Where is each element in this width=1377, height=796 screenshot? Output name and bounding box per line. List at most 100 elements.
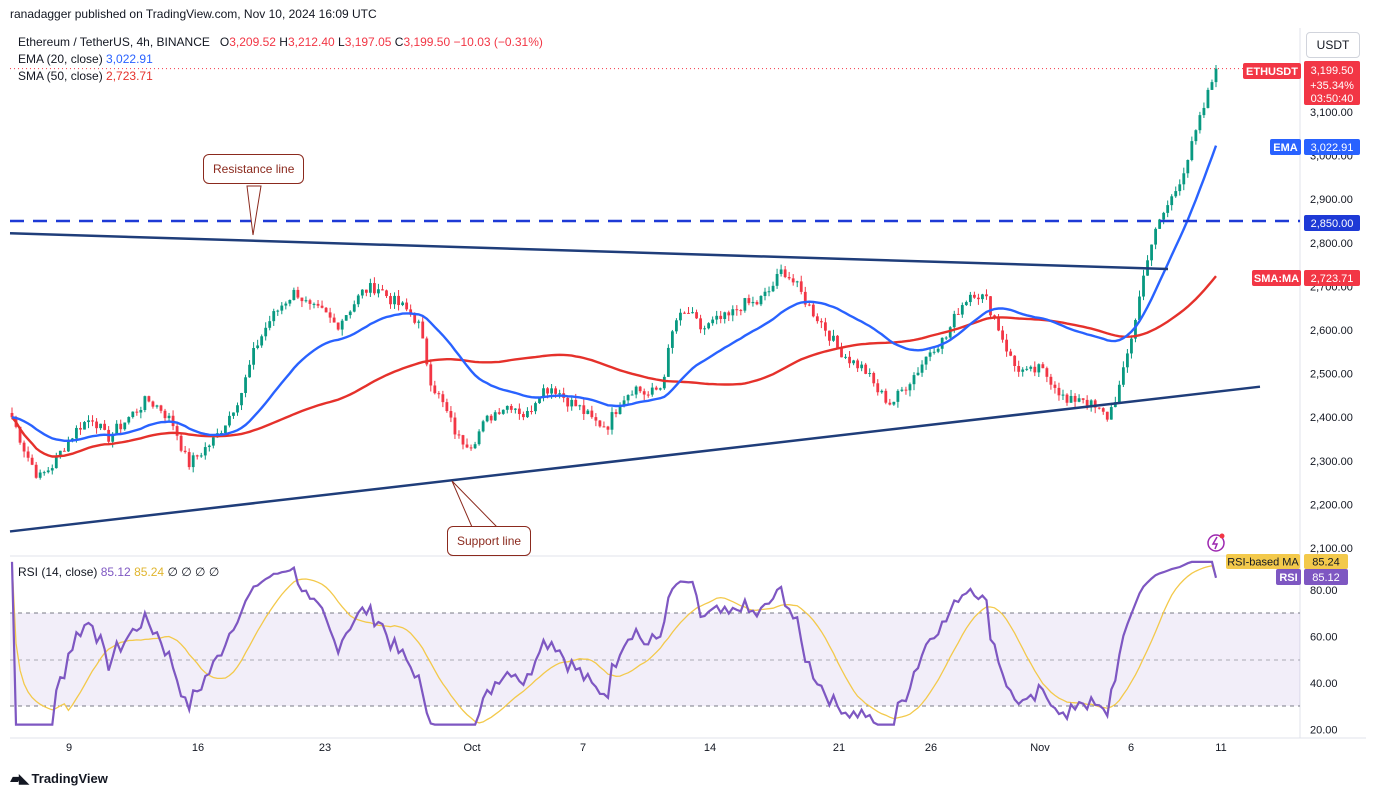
candle — [1210, 79, 1214, 90]
candle — [389, 292, 392, 309]
time-axis[interactable]: 9 16 23 Oct 7 14 21 26 Nov 6 11 — [66, 742, 1227, 754]
candle — [308, 298, 312, 310]
candle — [417, 319, 421, 329]
candle — [501, 409, 505, 415]
candle — [312, 302, 316, 309]
price-tick-label: 2,200.00 — [1310, 499, 1353, 511]
candle — [848, 351, 851, 368]
candle — [860, 361, 864, 372]
candle — [739, 308, 743, 316]
close-value: 3,199.50 — [403, 35, 451, 49]
candle — [1202, 102, 1206, 118]
time-tick-label: 14 — [704, 742, 716, 754]
candle — [594, 413, 598, 427]
low-value: 3,197.05 — [344, 35, 392, 49]
candle — [864, 362, 868, 375]
candle — [316, 300, 320, 309]
rsi-axis[interactable]: 20.00 40.00 60.00 80.00 — [1310, 585, 1338, 737]
candle — [183, 445, 187, 454]
candle — [570, 395, 574, 411]
symbol-tag: ETHUSDT — [1243, 63, 1301, 79]
candle — [590, 405, 594, 419]
time-tick-label: 11 — [1215, 742, 1226, 754]
candle — [1130, 335, 1133, 359]
support-annotation[interactable]: Support line — [447, 526, 532, 556]
sma-legend[interactable]: SMA (50, close) 2,723.71 — [18, 68, 543, 85]
candle — [670, 329, 674, 354]
candle — [139, 406, 143, 419]
candle — [695, 309, 698, 320]
candle — [650, 382, 654, 397]
tradingview-footer[interactable]: ▰◣ TradingView — [10, 770, 108, 787]
ema-legend[interactable]: EMA (20, close) 3,022.91 — [18, 51, 543, 68]
candle — [888, 398, 892, 406]
candle — [679, 308, 682, 326]
resistance-annotation[interactable]: Resistance line — [203, 154, 305, 184]
candle — [783, 266, 787, 279]
candle — [759, 295, 763, 307]
svg-text:ETHUSDT: ETHUSDT — [1246, 66, 1298, 78]
candle — [824, 317, 827, 337]
candle — [167, 412, 171, 422]
price-axis[interactable]: 2,100.00 2,200.00 2,300.00 2,400.00 2,500.00… — [1310, 107, 1353, 555]
candle — [83, 421, 86, 430]
resistance-trendline[interactable] — [9, 231, 1169, 271]
candle — [385, 289, 388, 299]
candle — [1126, 349, 1129, 373]
currency-button[interactable]: USDT — [1306, 32, 1360, 58]
price-tick-label: 2,600.00 — [1310, 325, 1353, 337]
candle — [1105, 411, 1109, 422]
candle — [727, 310, 731, 322]
ema-legend-value: 3,022.91 — [106, 52, 153, 66]
candle — [288, 299, 292, 307]
support-pointer — [451, 480, 499, 528]
candles-layer — [10, 65, 1218, 480]
candle — [437, 391, 441, 399]
candle — [449, 406, 453, 423]
candle — [836, 335, 839, 348]
candle — [1021, 367, 1025, 377]
candle — [598, 419, 602, 428]
price-tick-label: 2,800.00 — [1310, 238, 1353, 250]
candle — [260, 334, 264, 348]
candle — [1214, 65, 1218, 88]
alert-icon[interactable] — [1207, 533, 1225, 552]
candle — [1065, 393, 1069, 406]
candle — [381, 284, 384, 291]
candle — [377, 283, 380, 298]
candle — [151, 400, 155, 409]
candle — [1117, 380, 1121, 404]
time-tick-label: 7 — [580, 742, 586, 754]
candle — [477, 429, 481, 446]
candle — [131, 411, 135, 419]
candle — [429, 359, 433, 392]
candle — [143, 395, 147, 413]
support-trendline[interactable] — [9, 385, 1261, 533]
candle — [815, 313, 819, 324]
candle — [646, 391, 650, 398]
candle — [755, 300, 759, 306]
candle — [127, 416, 131, 425]
candle — [1198, 111, 1202, 134]
candle — [497, 408, 501, 415]
rsi-legend-extras: ∅ ∅ ∅ ∅ — [167, 565, 220, 579]
candle — [99, 423, 102, 431]
candle — [1138, 290, 1141, 323]
candle — [799, 275, 803, 295]
candle — [852, 359, 855, 366]
candle — [364, 289, 368, 297]
candle — [1025, 366, 1029, 371]
candle — [908, 382, 912, 397]
rsi-legend-label: RSI (14, close) — [18, 565, 98, 579]
candle — [985, 289, 988, 300]
candle — [675, 318, 678, 334]
rsi-legend[interactable]: RSI (14, close) 85.12 85.24 ∅ ∅ ∅ ∅ — [18, 565, 219, 579]
candle — [457, 430, 461, 439]
high-value: 3,212.40 — [287, 35, 335, 49]
candle — [1097, 407, 1101, 410]
candle — [904, 386, 908, 395]
candle — [723, 311, 727, 324]
candle — [691, 307, 694, 314]
candle — [405, 298, 409, 312]
